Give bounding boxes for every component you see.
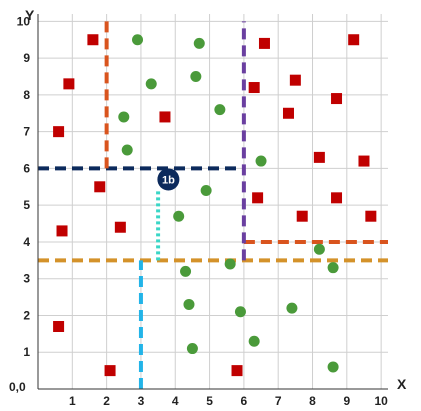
y-tick-label: 3	[23, 272, 30, 286]
y-tick-label: 6	[23, 161, 30, 175]
data-point-square	[348, 34, 360, 46]
x-tick-label: 8	[309, 394, 316, 408]
data-point-square	[53, 126, 65, 138]
data-point-square	[63, 78, 75, 90]
data-point-circle	[193, 37, 205, 49]
data-point-circle	[313, 243, 325, 255]
y-tick-label: 8	[23, 88, 30, 102]
data-point-circle	[118, 111, 130, 123]
x-tick-label: 9	[343, 394, 350, 408]
data-point-square	[53, 321, 65, 332]
x-tick-label: 5	[206, 394, 213, 408]
data-point-circle	[183, 298, 195, 310]
data-point-square	[56, 225, 68, 237]
tick-labels: 1 2 3 4 5 6 7 8 9 10 1 2 3 4 5 6 7 8 9 10	[17, 14, 388, 408]
annotations: 1b	[157, 168, 180, 191]
data-point-square	[282, 107, 294, 119]
y-tick-label: 10	[17, 14, 31, 28]
data-point-square	[159, 111, 171, 123]
data-point-square	[104, 365, 116, 377]
y-axis-label: Y	[25, 7, 35, 23]
y-tick-label: 5	[23, 198, 30, 212]
data-point-circle	[173, 210, 185, 222]
y-tick-label: 4	[23, 235, 30, 249]
data-point-square	[358, 155, 370, 167]
data-point-circle	[234, 306, 246, 318]
data-point-circle	[180, 265, 192, 277]
data-point-circle	[186, 343, 198, 355]
data-point-circle	[132, 34, 144, 46]
y-tick-label: 9	[23, 51, 30, 65]
data-point-circle	[248, 335, 260, 347]
x-tick-label: 10	[374, 394, 388, 408]
partition-lines	[38, 21, 388, 389]
data-point-circle	[255, 155, 267, 167]
data-point-circle	[327, 262, 339, 274]
data-point-square	[114, 221, 126, 233]
x-axis-label: X	[397, 376, 407, 392]
data-point-square	[258, 37, 270, 49]
x-tick-label: 6	[241, 394, 248, 408]
axes: X Y 0,0	[9, 7, 407, 394]
data-point-circle	[214, 104, 226, 116]
data-point-circle	[224, 258, 236, 270]
data-point-circle	[190, 71, 202, 82]
x-tick-label: 3	[138, 394, 145, 408]
y-tick-label: 2	[23, 308, 30, 322]
x-tick-label: 4	[172, 394, 179, 408]
data-point-square	[331, 192, 343, 204]
data-point-square	[365, 210, 377, 222]
y-tick-label: 7	[23, 125, 30, 139]
data-points	[53, 34, 377, 377]
y-tick-label: 1	[23, 345, 30, 359]
data-point-square	[248, 82, 260, 94]
data-point-square	[87, 34, 99, 46]
annotation-label: 1b	[162, 174, 175, 186]
annotation-badge	[157, 168, 180, 191]
data-point-circle	[145, 78, 157, 90]
data-point-circle	[327, 361, 339, 373]
data-point-circle	[121, 144, 133, 156]
data-point-square	[313, 151, 325, 163]
data-point-square	[331, 93, 343, 105]
data-point-square	[289, 74, 301, 86]
x-tick-label: 1	[69, 394, 76, 408]
data-point-square	[252, 192, 264, 204]
x-tick-label: 2	[103, 394, 110, 408]
x-tick-label: 7	[275, 394, 282, 408]
data-point-circle	[286, 302, 298, 314]
origin-label: 0,0	[9, 380, 26, 394]
data-point-circle	[200, 184, 212, 196]
data-point-square	[231, 365, 243, 377]
data-point-square	[94, 181, 106, 193]
data-point-square	[296, 210, 308, 222]
